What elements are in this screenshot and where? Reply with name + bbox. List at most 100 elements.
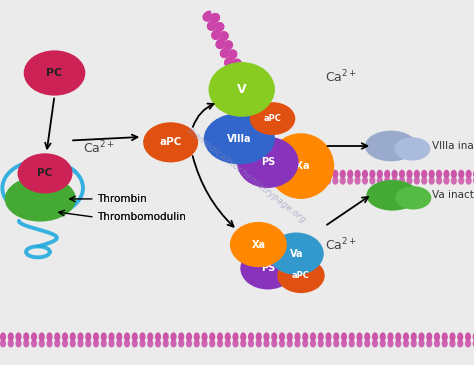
Ellipse shape	[100, 339, 107, 347]
Ellipse shape	[310, 332, 316, 342]
Text: VIIIa: VIIIa	[227, 134, 252, 144]
Text: PC: PC	[46, 68, 63, 78]
Ellipse shape	[186, 332, 192, 342]
Ellipse shape	[465, 339, 471, 347]
Ellipse shape	[5, 176, 76, 222]
Ellipse shape	[93, 339, 99, 347]
Ellipse shape	[16, 339, 22, 347]
Ellipse shape	[372, 339, 378, 347]
Ellipse shape	[171, 339, 177, 347]
Ellipse shape	[403, 339, 409, 347]
Ellipse shape	[451, 177, 457, 185]
Text: aPC: aPC	[264, 114, 282, 123]
Ellipse shape	[240, 332, 246, 342]
Ellipse shape	[109, 332, 115, 342]
Ellipse shape	[302, 339, 308, 347]
Ellipse shape	[77, 339, 83, 347]
Ellipse shape	[248, 339, 254, 347]
Text: Thrombin: Thrombin	[97, 194, 147, 204]
Ellipse shape	[428, 170, 435, 178]
Ellipse shape	[232, 339, 238, 347]
Ellipse shape	[201, 332, 208, 342]
Ellipse shape	[85, 339, 91, 347]
Ellipse shape	[419, 332, 425, 342]
Ellipse shape	[355, 170, 361, 178]
Ellipse shape	[204, 113, 275, 164]
Ellipse shape	[201, 339, 208, 347]
Ellipse shape	[294, 339, 301, 347]
Ellipse shape	[380, 332, 386, 342]
Ellipse shape	[392, 170, 398, 178]
Ellipse shape	[341, 339, 347, 347]
Ellipse shape	[333, 332, 339, 342]
Ellipse shape	[93, 332, 99, 342]
Ellipse shape	[458, 177, 465, 185]
Ellipse shape	[421, 177, 428, 185]
Ellipse shape	[451, 170, 457, 178]
Ellipse shape	[406, 170, 412, 178]
Ellipse shape	[362, 177, 368, 185]
Ellipse shape	[369, 170, 375, 178]
Ellipse shape	[384, 170, 390, 178]
Ellipse shape	[419, 339, 425, 347]
Ellipse shape	[473, 170, 474, 178]
Ellipse shape	[18, 153, 73, 193]
Ellipse shape	[240, 339, 246, 347]
Ellipse shape	[436, 170, 442, 178]
Ellipse shape	[23, 332, 29, 342]
Ellipse shape	[31, 332, 37, 342]
Ellipse shape	[287, 332, 293, 342]
Ellipse shape	[356, 332, 363, 342]
Ellipse shape	[225, 332, 231, 342]
Ellipse shape	[0, 332, 6, 342]
Ellipse shape	[232, 332, 238, 342]
Ellipse shape	[70, 332, 76, 342]
Text: Xa: Xa	[251, 239, 265, 250]
Ellipse shape	[399, 170, 405, 178]
Ellipse shape	[341, 332, 347, 342]
Ellipse shape	[163, 339, 169, 347]
Ellipse shape	[277, 258, 325, 293]
Ellipse shape	[237, 137, 299, 188]
Ellipse shape	[264, 332, 270, 342]
Ellipse shape	[318, 332, 324, 342]
Ellipse shape	[426, 339, 432, 347]
Ellipse shape	[240, 247, 295, 289]
Ellipse shape	[302, 170, 309, 178]
Ellipse shape	[116, 339, 122, 347]
Ellipse shape	[155, 332, 161, 342]
Ellipse shape	[31, 339, 37, 347]
Text: IXa: IXa	[292, 161, 310, 171]
Ellipse shape	[268, 133, 334, 199]
Ellipse shape	[458, 170, 465, 178]
Ellipse shape	[255, 339, 262, 347]
Text: Thrombomodulin: Thrombomodulin	[97, 212, 186, 222]
Ellipse shape	[132, 332, 138, 342]
Ellipse shape	[434, 339, 440, 347]
Text: Ca$^{2+}$: Ca$^{2+}$	[325, 236, 357, 253]
Ellipse shape	[434, 332, 440, 342]
Ellipse shape	[394, 137, 430, 161]
Ellipse shape	[414, 170, 420, 178]
Ellipse shape	[230, 222, 287, 267]
Ellipse shape	[325, 177, 331, 185]
Ellipse shape	[428, 177, 435, 185]
Ellipse shape	[279, 332, 285, 342]
Ellipse shape	[54, 339, 60, 347]
Ellipse shape	[377, 170, 383, 178]
Ellipse shape	[399, 177, 405, 185]
Ellipse shape	[8, 332, 14, 342]
Text: Thrombomodulin: Thrombomodulin	[97, 212, 186, 222]
Ellipse shape	[62, 339, 68, 347]
Text: Va inactive: Va inactive	[432, 190, 474, 200]
Ellipse shape	[147, 332, 153, 342]
Ellipse shape	[326, 332, 332, 342]
Ellipse shape	[209, 332, 215, 342]
Ellipse shape	[426, 332, 432, 342]
Ellipse shape	[124, 339, 130, 347]
Ellipse shape	[209, 339, 215, 347]
Text: Ca$^{2+}$: Ca$^{2+}$	[325, 68, 357, 85]
Ellipse shape	[109, 339, 115, 347]
Ellipse shape	[406, 177, 412, 185]
Ellipse shape	[171, 332, 177, 342]
